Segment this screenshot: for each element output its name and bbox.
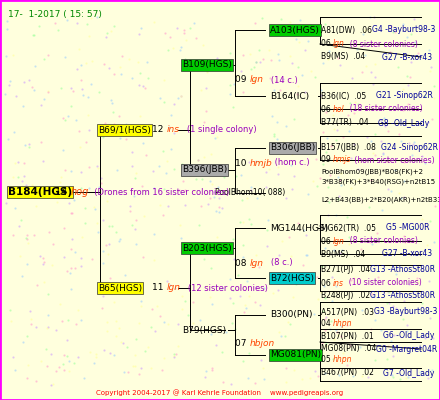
Text: B164(IC): B164(IC) [270,92,309,100]
Text: MG08(PN)  .04: MG08(PN) .04 [321,344,376,354]
Text: (hom sister colonies): (hom sister colonies) [352,156,434,164]
Text: B72(HGS): B72(HGS) [270,274,314,282]
Text: B36(IC)  .05: B36(IC) .05 [321,92,376,100]
Text: G21 -Sinop62R: G21 -Sinop62R [376,92,433,100]
Text: Copyright 2004-2017 @ Karl Kehrle Foundation    www.pedigreapis.org: Copyright 2004-2017 @ Karl Kehrle Founda… [96,389,344,396]
Text: 3*B38(FK)+3*B40(RSG)+n2tB15: 3*B38(FK)+3*B40(RSG)+n2tB15 [321,179,435,185]
Text: ins: ins [333,278,344,288]
Text: G7 -Old_Lady: G7 -Old_Lady [383,368,435,378]
Text: A517(PN)  .03: A517(PN) .03 [321,308,374,316]
Text: B9(MS)  .04: B9(MS) .04 [321,250,382,258]
Text: PoolBhom10( 088): PoolBhom10( 088) [215,188,285,198]
Text: ins: ins [166,126,179,134]
Text: B69/1(HGS): B69/1(HGS) [98,126,151,134]
Text: 09: 09 [321,156,333,164]
Text: 05: 05 [321,356,333,364]
Text: 04: 04 [321,320,333,328]
Text: 17-  1-2017 ( 15: 57): 17- 1-2017 ( 15: 57) [8,10,102,19]
Text: (1 single colony): (1 single colony) [179,126,257,134]
Text: B271(PJ)  .04: B271(PJ) .04 [321,266,370,274]
Text: MG144(HGS): MG144(HGS) [270,224,328,232]
Text: 09: 09 [235,76,249,84]
Text: (hom c.): (hom c.) [272,158,310,168]
Text: B306(JBB): B306(JBB) [270,144,315,152]
Text: B157(JBB)  .08: B157(JBB) .08 [321,144,381,152]
Text: B184(HGS): B184(HGS) [8,187,72,197]
Text: hbjon: hbjon [249,340,275,348]
Text: G5 -MG00R: G5 -MG00R [385,224,429,232]
Text: B467(PN)  .02: B467(PN) .02 [321,368,383,378]
Text: B79(HGS): B79(HGS) [182,326,226,334]
Text: PoolBhom09(JBB)*B08(FK)+2: PoolBhom09(JBB)*B08(FK)+2 [321,169,423,175]
Text: 11: 11 [152,284,166,292]
Text: B77(TR)  .04: B77(TR) .04 [321,118,378,128]
Text: lgn: lgn [333,236,345,246]
Text: G13 -AthosSt80R: G13 -AthosSt80R [370,266,435,274]
Text: hog: hog [70,187,89,197]
Text: (8 c.): (8 c.) [264,258,293,268]
Text: (14 c.): (14 c.) [264,76,298,84]
Text: hmjb: hmjb [249,158,272,168]
Text: hhpn: hhpn [333,320,352,328]
Text: A103(HGS): A103(HGS) [270,26,320,34]
Text: hhpn: hhpn [333,356,352,364]
Text: B203(HGS): B203(HGS) [182,244,232,252]
Text: (10 sister colonies): (10 sister colonies) [344,278,422,288]
Text: 10: 10 [235,158,249,168]
Text: 06: 06 [321,40,333,48]
Text: G13 -AthosSt80R: G13 -AthosSt80R [370,292,435,300]
Text: MG62(TR)  .05: MG62(TR) .05 [321,224,385,232]
Text: lgn: lgn [166,284,180,292]
Text: hol: hol [333,104,345,114]
Text: 06: 06 [321,104,333,114]
Text: B107(PN)  .01: B107(PN) .01 [321,332,383,340]
Text: 07: 07 [235,340,249,348]
Text: 12: 12 [152,126,166,134]
Text: B109(HGS): B109(HGS) [182,60,232,70]
Text: B65(HGS): B65(HGS) [98,284,142,292]
Text: A81(DW)  .06: A81(DW) .06 [321,26,372,34]
Text: (12 sister colonies): (12 sister colonies) [180,284,268,292]
Text: (8 sister colonies): (8 sister colonies) [345,40,418,48]
Text: G0 -Margret04R: G0 -Margret04R [376,344,438,354]
Text: B248(PJ)  .02: B248(PJ) .02 [321,292,370,300]
Text: G8 -Old_Lady: G8 -Old_Lady [378,118,429,128]
Text: G27 -B-xor43: G27 -B-xor43 [382,52,432,62]
Text: G3 -Bayburt98-3: G3 -Bayburt98-3 [374,308,437,316]
Text: G4 -Bayburt98-3: G4 -Bayburt98-3 [372,26,435,34]
Text: G24 -Sinop62R: G24 -Sinop62R [381,144,438,152]
Text: (8 sister colonies): (8 sister colonies) [345,236,418,246]
Text: 06: 06 [321,278,333,288]
Text: G6 -Old_Lady: G6 -Old_Lady [383,332,435,340]
Text: hmjs: hmjs [333,156,352,164]
Text: L2+B43(BB)+2*B20(AKR)+n2tB33: L2+B43(BB)+2*B20(AKR)+n2tB33 [321,197,440,203]
Text: (Drones from 16 sister colonies): (Drones from 16 sister colonies) [89,188,229,196]
Text: B396(JBB): B396(JBB) [182,166,227,174]
Text: (18 sister colonies): (18 sister colonies) [345,104,422,114]
Text: B9(MS)  .04: B9(MS) .04 [321,52,382,62]
Text: B300(PN): B300(PN) [270,310,312,320]
Text: 08: 08 [235,258,249,268]
Text: lgn: lgn [249,258,264,268]
Text: G27 -B-xor43: G27 -B-xor43 [382,250,432,258]
Text: lgn: lgn [249,76,264,84]
Text: 06: 06 [321,236,333,246]
Text: 14: 14 [55,187,70,197]
Text: lgn: lgn [333,40,345,48]
Text: MG081(PN): MG081(PN) [270,350,321,360]
